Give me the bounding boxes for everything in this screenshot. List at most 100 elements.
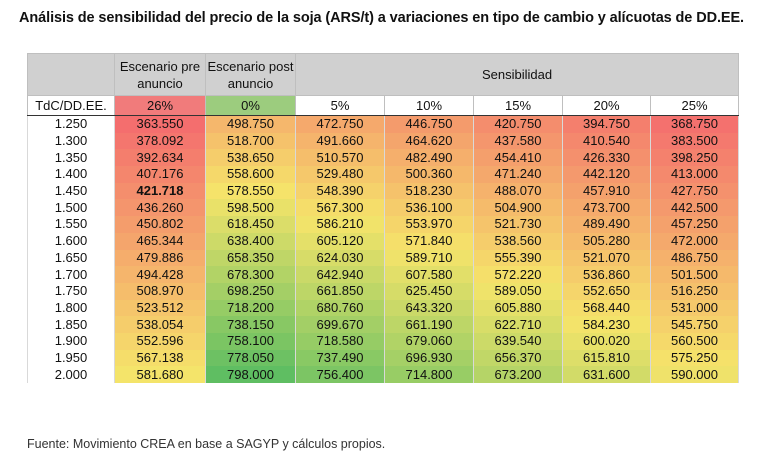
heatmap-cell: 560.500: [649, 332, 740, 350]
heatmap-cell: 504.900: [473, 199, 563, 217]
heatmap-cell: 638.400: [205, 232, 296, 250]
heatmap-cell: 567.138: [114, 349, 206, 367]
table-row: 1.950 567.138 778.050 737.490 696.930 656.370…: [27, 349, 740, 367]
heatmap-cell: 437.580: [473, 132, 563, 150]
heatmap-cell: 508.970: [114, 282, 206, 300]
heatmap-cell: 394.750: [562, 115, 651, 133]
table-row: 1.400 407.176 558.600 529.480 500.360 471.240…: [27, 166, 740, 183]
table-row: 1.350 392.634 538.650 510.570 482.490 454.410…: [27, 149, 740, 167]
heatmap-cell: 572.220: [473, 266, 563, 283]
heatmap-cell: 472.750: [295, 115, 385, 133]
heatmap-cell: 758.100: [205, 332, 296, 350]
heatmap-cell: 531.000: [649, 299, 740, 317]
sensitivity-table-container: Escenario pre anuncio Escenario post anu…: [27, 53, 740, 421]
post-scenario-header: Escenario post anuncio: [205, 53, 296, 96]
heatmap-cell: 442.120: [562, 166, 651, 183]
row-label-tdc: 1.500: [27, 199, 115, 217]
heatmap-cell: 545.750: [649, 316, 740, 333]
heatmap-cell: 737.490: [295, 349, 385, 367]
heatmap-cell: 491.660: [295, 132, 385, 150]
heatmap-cell: 536.100: [384, 199, 474, 217]
heatmap-cell: 590.000: [649, 366, 740, 383]
heatmap-cell: 656.370: [473, 349, 563, 367]
heatmap-cell: 589.050: [473, 282, 563, 300]
heatmap-cell: 538.560: [473, 232, 563, 250]
heatmap-cell: 454.410: [473, 149, 563, 167]
heatmap-cell: 486.750: [649, 249, 740, 267]
heatmap-cell: 410.540: [562, 132, 651, 150]
heatmap-cell: 505.280: [562, 232, 651, 250]
heatmap-cell: 420.750: [473, 115, 563, 133]
heatmap-cell: 488.070: [473, 182, 563, 200]
heatmap-cell: 368.750: [649, 115, 740, 133]
heatmap-cell: 500.360: [384, 166, 474, 183]
heatmap-cell: 472.000: [649, 232, 740, 250]
table-row: 1.600 465.344 638.400 605.120 571.840 538.560…: [27, 232, 740, 250]
heatmap-cell: 698.250: [205, 282, 296, 300]
heatmap-cell: 457.910: [562, 182, 651, 200]
heatmap-cell: 383.500: [649, 132, 740, 150]
row-label-tdc: 1.600: [27, 232, 115, 250]
corner-group-cell: [27, 53, 115, 96]
heatmap-cell: 489.490: [562, 216, 651, 233]
heatmap-cell: 699.670: [295, 316, 385, 333]
heatmap-cell: 718.200: [205, 299, 296, 317]
heatmap-cell: 446.750: [384, 115, 474, 133]
row-label-tdc: 1.300: [27, 132, 115, 150]
heatmap-cell: 622.710: [473, 316, 563, 333]
table-row: 1.250 363.550 498.750 472.750 446.750 420.750…: [27, 115, 740, 133]
heatmap-cell: 465.344: [114, 232, 206, 250]
heatmap-cell: 584.230: [562, 316, 651, 333]
heatmap-cell: 575.250: [649, 349, 740, 367]
heatmap-cell: 442.500: [649, 199, 740, 217]
heatmap-cell: 552.650: [562, 282, 651, 300]
table-row: 1.550 450.802 618.450 586.210 553.970 521.730…: [27, 216, 740, 233]
row-label-tdc: 1.350: [27, 149, 115, 167]
row-label-tdc: 1.750: [27, 282, 115, 300]
heatmap-cell: 407.176: [114, 166, 206, 183]
heatmap-cell: 568.440: [562, 299, 651, 317]
table-row: 1.750 508.970 698.250 661.850 625.450 589.050…: [27, 282, 740, 300]
heatmap-cell: 696.930: [384, 349, 474, 367]
heatmap-cell: 538.650: [205, 149, 296, 167]
column-header: 5%: [295, 95, 385, 116]
heatmap-cell: 552.596: [114, 332, 206, 350]
heatmap-cell: 555.390: [473, 249, 563, 267]
heatmap-cell: 427.750: [649, 182, 740, 200]
heatmap-cell: 718.580: [295, 332, 385, 350]
table-row: 2.000 581.680 798.000 756.400 714.800 673.200…: [27, 366, 740, 383]
heatmap-cell: 363.550: [114, 115, 206, 133]
row-label-tdc: 2.000: [27, 366, 115, 383]
heatmap-cell: 450.802: [114, 216, 206, 233]
heatmap-cell: 482.490: [384, 149, 474, 167]
heatmap-cell: 680.760: [295, 299, 385, 317]
heatmap-cell: 661.850: [295, 282, 385, 300]
heatmap-cell: 421.718: [114, 182, 206, 200]
heatmap-cell: 518.230: [384, 182, 474, 200]
heatmap-cell: 398.250: [649, 149, 740, 167]
heatmap-cell: 494.428: [114, 266, 206, 283]
heatmap-cell: 378.092: [114, 132, 206, 150]
table-row: 1.650 479.886 658.350 624.030 589.710 555.390…: [27, 249, 740, 267]
column-header: 25%: [649, 95, 740, 116]
heatmap-cell: 756.400: [295, 366, 385, 383]
heatmap-cell: 618.450: [205, 216, 296, 233]
heatmap-cell: 581.680: [114, 366, 206, 383]
heatmap-cell: 413.000: [649, 166, 740, 183]
heatmap-cell: 678.300: [205, 266, 296, 283]
heatmap-cell: 479.886: [114, 249, 206, 267]
heatmap-cell: 571.840: [384, 232, 474, 250]
heatmap-cell: 536.860: [562, 266, 651, 283]
heatmap-cell: 523.512: [114, 299, 206, 317]
heatmap-cell: 586.210: [295, 216, 385, 233]
row-label-tdc: 1.900: [27, 332, 115, 350]
row-label-tdc: 1.450: [27, 182, 115, 200]
row-label-tdc: 1.650: [27, 249, 115, 267]
heatmap-cell: 553.970: [384, 216, 474, 233]
heatmap-cell: 642.940: [295, 266, 385, 283]
row-label-tdc: 1.950: [27, 349, 115, 367]
heatmap-cell: 436.260: [114, 199, 206, 217]
heatmap-cell: 510.570: [295, 149, 385, 167]
heatmap-cell: 673.200: [473, 366, 563, 383]
sensitivity-header: Sensibilidad: [294, 53, 740, 96]
